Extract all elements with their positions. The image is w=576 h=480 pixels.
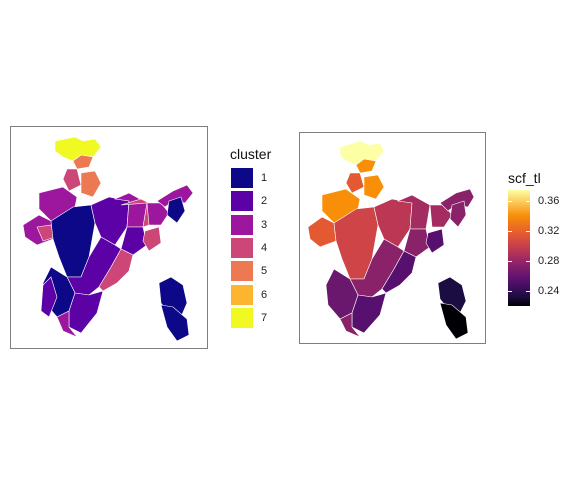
scf-legend-title: scf_tl <box>508 170 541 186</box>
cluster-legend-label: 3 <box>261 218 268 231</box>
region-kerala <box>339 312 361 338</box>
cluster-legend-label: 2 <box>261 195 268 208</box>
region-andhra <box>98 248 134 292</box>
colorbar-tick-label: 0.32 <box>538 225 560 237</box>
region-mp <box>90 196 130 246</box>
region-northeast-dark <box>166 196 186 224</box>
region-uttar <box>80 170 102 198</box>
colorbar-tick-label: 0.36 <box>538 195 560 207</box>
region-northeast <box>439 188 475 212</box>
region-chhattisgarh <box>120 226 148 256</box>
region-kerala <box>56 310 78 338</box>
cluster-legend-swatch <box>231 237 253 258</box>
cluster-map-panel <box>10 126 208 349</box>
region-northeast <box>156 184 194 208</box>
region-odisha <box>425 228 445 254</box>
cluster-legend-swatch <box>231 168 253 188</box>
region-odisha <box>142 226 162 252</box>
region-tamil-nadu <box>351 292 387 334</box>
cluster-legend-swatch <box>231 284 253 305</box>
region-himachal <box>72 154 94 170</box>
region-goa-coast <box>40 276 58 318</box>
region-islands-south <box>439 302 469 340</box>
region-punjab <box>62 168 82 192</box>
region-uttar <box>363 174 385 200</box>
scf-map-panel <box>299 132 486 344</box>
colorbar-tick-mark <box>508 201 512 202</box>
colorbar-tick-mark <box>508 291 512 292</box>
region-islands-south <box>160 304 190 342</box>
colorbar-tick-label: 0.28 <box>538 255 560 267</box>
colorbar-tick-mark <box>526 261 530 262</box>
region-bengal <box>146 202 170 226</box>
cluster-map <box>22 136 194 342</box>
cluster-legend-swatch <box>231 261 253 282</box>
region-himachal <box>355 158 377 174</box>
colorbar-tick-mark <box>508 231 512 232</box>
scf-map <box>307 140 475 340</box>
cluster-legend-label: 5 <box>261 265 268 278</box>
cluster-legend-swatch <box>231 191 253 212</box>
region-punjab <box>345 172 365 194</box>
colorbar-tick-mark <box>508 261 512 262</box>
cluster-legend-label: 6 <box>261 288 268 301</box>
cluster-legend-title: cluster <box>230 146 272 162</box>
region-andhra <box>381 250 417 294</box>
region-chhattisgarh <box>403 228 431 258</box>
region-mp <box>373 198 413 248</box>
cluster-legend-label: 7 <box>261 311 268 324</box>
region-northeast-south <box>449 200 467 228</box>
colorbar-tick-label: 0.24 <box>538 285 560 297</box>
cluster-legend-label: 4 <box>261 241 268 254</box>
colorbar-tick-mark <box>526 201 530 202</box>
cluster-legend-swatch <box>231 214 253 235</box>
scf-colorbar <box>508 190 530 306</box>
cluster-legend-label: 1 <box>261 172 268 184</box>
cluster-legend-swatch <box>231 307 253 328</box>
colorbar-tick-mark <box>526 231 530 232</box>
colorbar-tick-mark <box>526 291 530 292</box>
region-gujarat <box>307 216 337 248</box>
region-tamil-nadu <box>68 290 104 334</box>
